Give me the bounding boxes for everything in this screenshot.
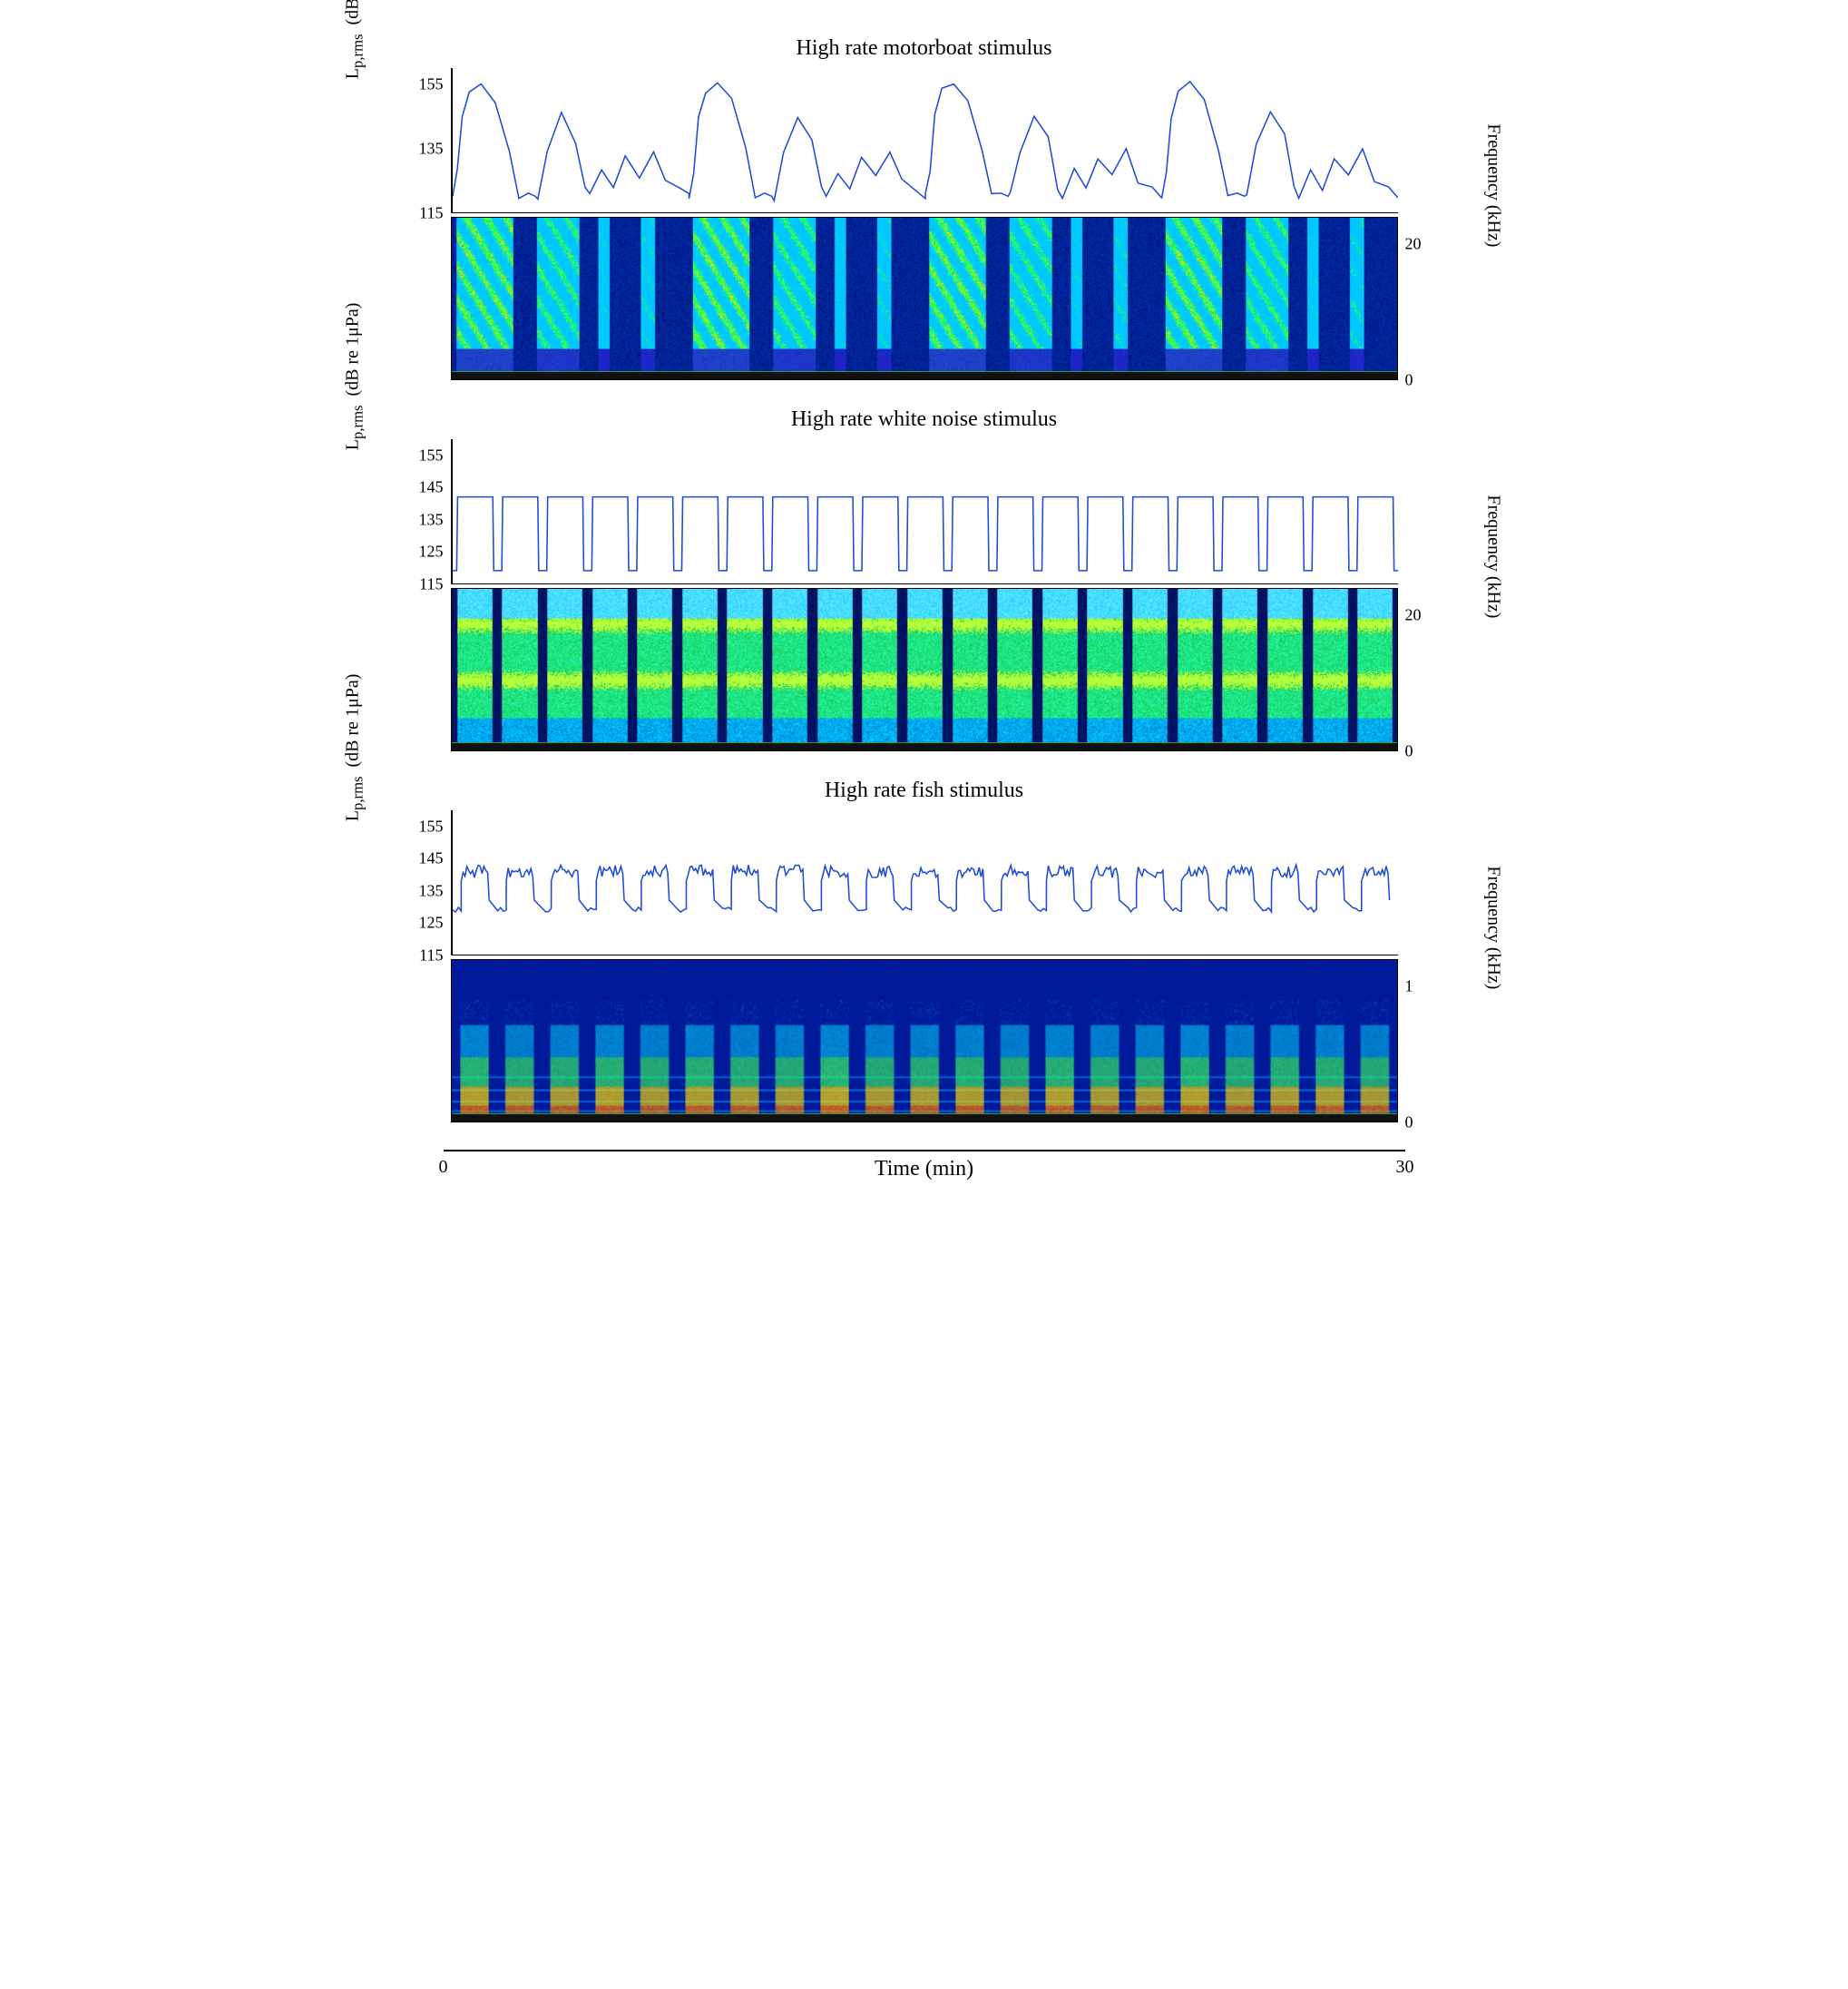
waveform-svg xyxy=(453,439,1398,583)
panel-fish: High rate fish stimulusLp,rms (dB re 1μP… xyxy=(380,779,1469,1122)
x-axis-label: Time (min) xyxy=(875,1157,973,1181)
y-tick: 135 xyxy=(419,881,444,900)
y-axis-label-right: Frequency (kHz) xyxy=(1483,866,1504,989)
waveform-svg xyxy=(453,810,1398,955)
y-tick: 125 xyxy=(419,914,444,933)
spectrogram-plot xyxy=(451,217,1398,380)
spectrogram-canvas xyxy=(452,589,1397,750)
y-tick: 125 xyxy=(419,543,444,562)
panel-motorboat: High rate motorboat stimulusLp,rms (dB r… xyxy=(380,36,1469,380)
y-axis-label-left: Lp,rms (dB re 1μPa) xyxy=(342,674,367,822)
spectrogram-canvas xyxy=(452,218,1397,379)
panel-title: High rate white noise stimulus xyxy=(380,407,1469,432)
y-axis-label-right: Frequency (kHz) xyxy=(1483,123,1504,247)
waveform-plot xyxy=(451,68,1398,213)
waveform-row: Lp,rms (dB re 1μPa)115135155 xyxy=(380,68,1469,213)
x-axis-line: 0 Time (min) 30 xyxy=(444,1150,1405,1204)
spectrogram-timeline xyxy=(452,371,1397,379)
y-tick-right: 0 xyxy=(1405,742,1413,761)
y-axis-left: Lp,rms (dB re 1μPa)115135155 xyxy=(380,68,451,213)
spectrogram-row: Frequency (kHz)020 xyxy=(380,217,1469,380)
spectrogram-plot xyxy=(451,959,1398,1122)
spectrogram-row: Frequency (kHz)01 xyxy=(380,959,1469,1122)
spectrogram-plot xyxy=(451,588,1398,751)
y-axis-right-spacer xyxy=(1398,68,1469,213)
y-tick-right: 20 xyxy=(1405,606,1422,625)
y-axis-right: Frequency (kHz)01 xyxy=(1398,959,1469,1122)
panels-container: High rate motorboat stimulusLp,rms (dB r… xyxy=(380,36,1469,1122)
y-axis-label-left: Lp,rms (dB re 1μPa) xyxy=(342,303,367,451)
y-tick-right: 20 xyxy=(1405,235,1422,254)
spectrogram-row: Frequency (kHz)020 xyxy=(380,588,1469,751)
y-tick: 145 xyxy=(419,849,444,868)
y-axis-left: Lp,rms (dB re 1μPa)115125135145155 xyxy=(380,439,451,584)
y-tick: 155 xyxy=(419,817,444,836)
panel-whitenoise: High rate white noise stimulusLp,rms (dB… xyxy=(380,407,1469,751)
y-axis-left-spacer xyxy=(380,959,451,1122)
panel-title: High rate fish stimulus xyxy=(380,779,1469,803)
acoustic-stimulus-figure: High rate motorboat stimulusLp,rms (dB r… xyxy=(380,36,1469,1204)
y-axis-left: Lp,rms (dB re 1μPa)115125135145155 xyxy=(380,810,451,955)
y-axis-left-spacer xyxy=(380,588,451,751)
waveform-row: Lp,rms (dB re 1μPa)115125135145155 xyxy=(380,439,1469,584)
y-tick-right: 0 xyxy=(1405,371,1413,390)
x-tick-0: 0 xyxy=(439,1157,448,1178)
waveform-plot xyxy=(451,810,1398,955)
y-tick: 135 xyxy=(419,139,444,158)
y-axis-right: Frequency (kHz)020 xyxy=(1398,217,1469,380)
y-axis-right: Frequency (kHz)020 xyxy=(1398,588,1469,751)
y-tick-right: 0 xyxy=(1405,1113,1413,1132)
waveform-svg xyxy=(453,68,1398,212)
y-tick: 135 xyxy=(419,510,444,529)
waveform-row: Lp,rms (dB re 1μPa)115125135145155 xyxy=(380,810,1469,955)
y-axis-label-left: Lp,rms (dB re 1μPa) xyxy=(342,0,367,79)
y-tick-right: 1 xyxy=(1405,977,1413,996)
y-axis-left-spacer xyxy=(380,217,451,380)
spectrogram-timeline xyxy=(452,1113,1397,1122)
y-axis-right-spacer xyxy=(1398,439,1469,584)
y-axis-label-right: Frequency (kHz) xyxy=(1483,495,1504,618)
y-tick: 155 xyxy=(419,74,444,93)
y-tick: 155 xyxy=(419,446,444,465)
x-tick-1: 30 xyxy=(1396,1157,1414,1178)
x-axis: 0 Time (min) 30 xyxy=(380,1150,1469,1204)
y-axis-right-spacer xyxy=(1398,810,1469,955)
spectrogram-timeline xyxy=(452,742,1397,750)
y-tick: 145 xyxy=(419,478,444,497)
panel-title: High rate motorboat stimulus xyxy=(380,36,1469,61)
waveform-plot xyxy=(451,439,1398,584)
spectrogram-canvas xyxy=(452,960,1397,1122)
